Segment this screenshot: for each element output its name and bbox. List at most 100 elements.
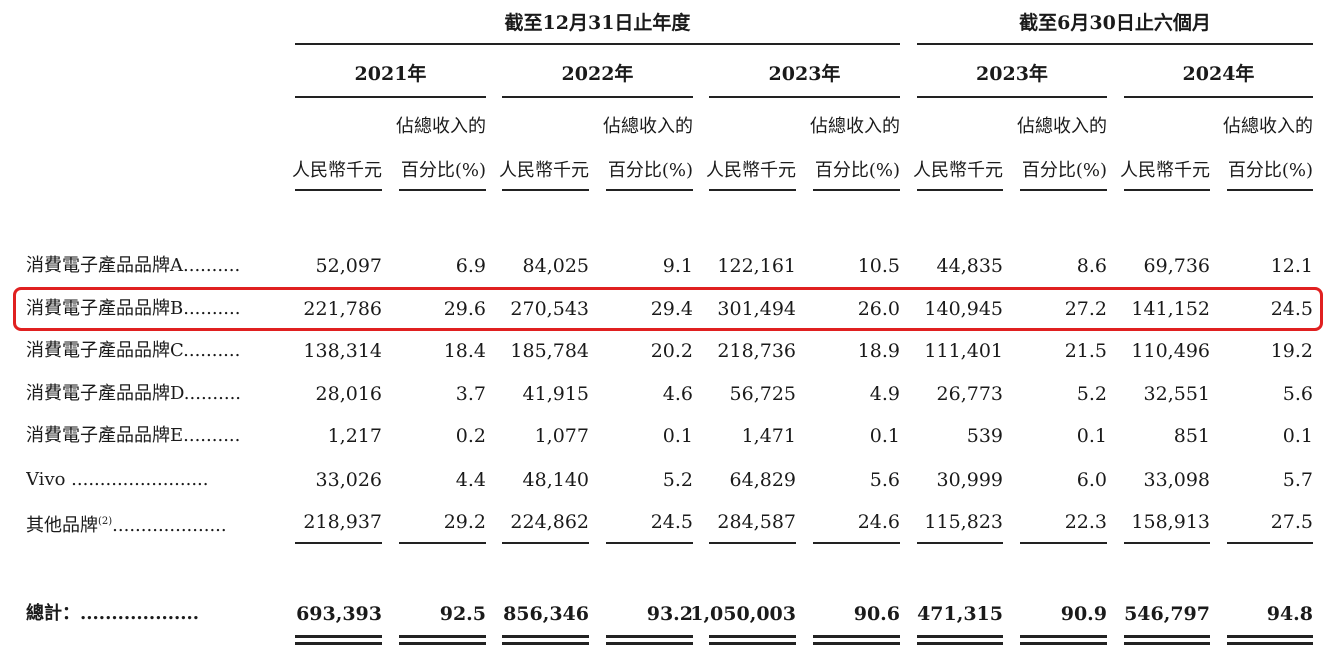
table-cell: 56,725 <box>729 383 796 405</box>
table-cell: 48,140 <box>522 469 589 491</box>
col-header-rule <box>606 189 693 191</box>
total-cell: 93.2 <box>646 603 693 625</box>
col-header-rmb: 人民幣千元 <box>706 160 796 181</box>
double-rule-line <box>1020 635 1107 638</box>
table-cell: 27.5 <box>1270 511 1313 533</box>
table-cell: 21.5 <box>1064 340 1107 362</box>
table-cell: 6.0 <box>1076 469 1107 491</box>
double-rule-line <box>295 635 382 638</box>
table-cell: 33,098 <box>1143 469 1210 491</box>
table-cell: 140,945 <box>924 298 1003 320</box>
group-header-rule <box>295 43 900 45</box>
total-cell: 90.9 <box>1060 603 1107 625</box>
table-cell: 28,016 <box>315 383 382 405</box>
row-label: Vivo ........................ <box>26 469 209 490</box>
group-header-rule <box>917 43 1313 45</box>
double-rule-line <box>399 642 486 645</box>
table-cell: 4.9 <box>869 383 900 405</box>
row-label: 消費電子產品品牌A.......... <box>26 255 241 276</box>
table-cell: 24.5 <box>650 511 693 533</box>
year-header: 2022年 <box>561 63 634 85</box>
table-cell: 24.5 <box>1270 298 1313 320</box>
row-label: 消費電子產品品牌E.......... <box>26 425 241 446</box>
table-cell: 138,314 <box>303 340 382 362</box>
sum-rule <box>1227 542 1313 544</box>
year-header-rule <box>1124 96 1313 98</box>
table-cell: 29.4 <box>650 298 693 320</box>
sum-rule <box>709 542 796 544</box>
table-cell: 5.7 <box>1282 469 1313 491</box>
col-header-pct: 佔總收入的 <box>396 116 486 137</box>
table-cell: 5.2 <box>662 469 693 491</box>
table-cell: 851 <box>1173 425 1210 447</box>
double-rule-line <box>1227 642 1313 645</box>
col-header-rmb: 人民幣千元 <box>1120 160 1210 181</box>
row-label-text: 其他品牌 <box>26 515 98 536</box>
table-cell: 4.6 <box>662 383 693 405</box>
table-cell: 1,217 <box>327 425 382 447</box>
table-cell: 270,543 <box>510 298 589 320</box>
table-cell: 218,937 <box>303 511 382 533</box>
table-cell: 141,152 <box>1131 298 1210 320</box>
table-cell: 26.0 <box>857 298 900 320</box>
table-cell: 5.2 <box>1076 383 1107 405</box>
col-header-rule <box>1227 189 1313 191</box>
col-header-pct: 百分比(%) <box>1021 160 1107 181</box>
double-rule-line <box>502 635 589 638</box>
table-cell: 9.1 <box>662 255 693 277</box>
table-cell: 19.2 <box>1270 340 1313 362</box>
row-label: 消費電子產品品牌C.......... <box>26 340 241 361</box>
double-rule-line <box>813 635 900 638</box>
col-header-rule <box>709 189 796 191</box>
double-rule-line <box>917 635 1003 638</box>
table-cell: 8.6 <box>1076 255 1107 277</box>
total-cell: 90.6 <box>853 603 900 625</box>
col-header-rule <box>1124 189 1210 191</box>
double-rule-line <box>1124 635 1210 638</box>
col-header-rule <box>813 189 900 191</box>
table-cell: 29.2 <box>443 511 486 533</box>
double-rule-line <box>399 635 486 638</box>
table-cell: 0.1 <box>1282 425 1313 447</box>
col-header-rule <box>1020 189 1107 191</box>
table-cell: 110,496 <box>1131 340 1210 362</box>
col-header-rmb: 人民幣千元 <box>913 160 1003 181</box>
table-cell: 3.7 <box>455 383 486 405</box>
table-cell: 115,823 <box>924 511 1003 533</box>
total-cell: 1,050,003 <box>690 603 796 625</box>
col-header-pct: 佔總收入的 <box>603 116 693 137</box>
year-header-rule <box>502 96 693 98</box>
year-header: 2023年 <box>768 63 841 85</box>
table-cell: 33,026 <box>315 469 382 491</box>
col-header-pct: 佔總收入的 <box>1223 116 1313 137</box>
col-header-rmb: 人民幣千元 <box>292 160 382 181</box>
double-rule-line <box>917 642 1003 645</box>
row-label: 消費電子產品品牌D.......... <box>26 383 242 404</box>
group-header-six-months: 截至6月30日止六個月 <box>1019 12 1211 34</box>
table-cell: 221,786 <box>303 298 382 320</box>
table-cell: 0.1 <box>1076 425 1107 447</box>
table-cell: 224,862 <box>510 511 589 533</box>
table-cell: 12.1 <box>1270 255 1313 277</box>
row-label: 其他品牌(2).................... <box>26 508 266 536</box>
total-cell: 92.5 <box>439 603 486 625</box>
double-rule-line <box>709 635 796 638</box>
table-cell: 32,551 <box>1143 383 1210 405</box>
table-cell: 0.2 <box>455 425 486 447</box>
total-cell: 856,346 <box>503 603 589 625</box>
year-header: 2023年 <box>976 63 1048 85</box>
total-cell: 94.8 <box>1266 603 1313 625</box>
double-rule-line <box>709 642 796 645</box>
sum-rule <box>295 542 382 544</box>
row-label: 消費電子產品品牌B.......... <box>26 298 241 319</box>
double-rule-line <box>295 642 382 645</box>
table-cell: 29.6 <box>443 298 486 320</box>
table-cell: 539 <box>966 425 1003 447</box>
table-cell: 27.2 <box>1064 298 1107 320</box>
table-cell: 52,097 <box>315 255 382 277</box>
total-cell: 471,315 <box>917 603 1003 625</box>
table-cell: 5.6 <box>869 469 900 491</box>
table-cell: 4.4 <box>455 469 486 491</box>
table-cell: 44,835 <box>936 255 1003 277</box>
